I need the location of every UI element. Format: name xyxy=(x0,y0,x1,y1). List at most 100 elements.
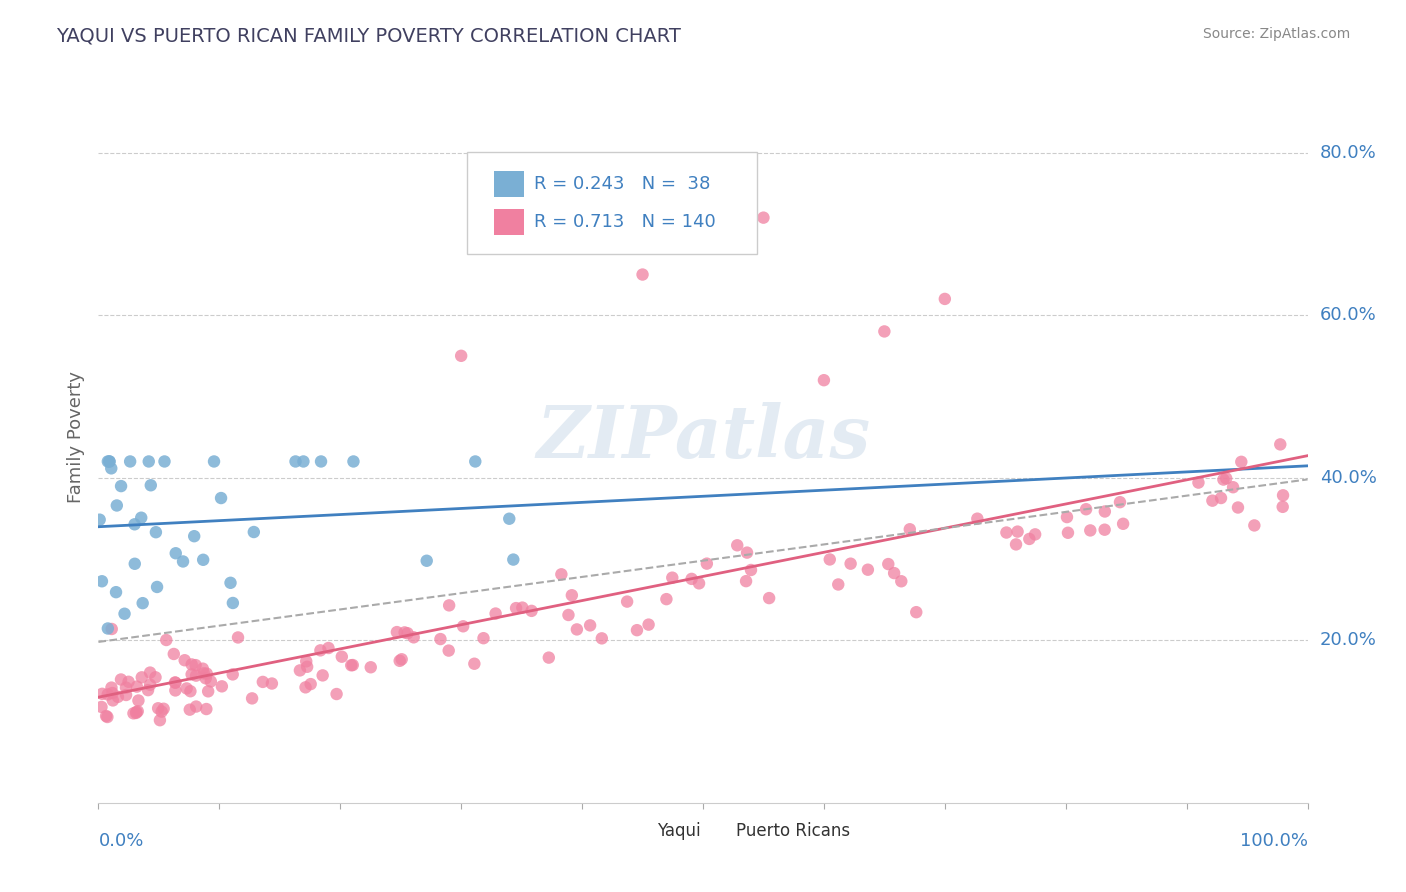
Point xyxy=(222,667,245,681)
Point xyxy=(1271,500,1294,514)
Point xyxy=(184,699,207,714)
Point xyxy=(1270,437,1292,451)
Point xyxy=(688,576,710,591)
Point xyxy=(194,671,217,685)
Point xyxy=(105,499,128,513)
Point xyxy=(110,673,132,687)
Point xyxy=(1018,532,1040,546)
Point xyxy=(97,688,120,702)
Point xyxy=(415,554,437,568)
Point xyxy=(124,557,146,571)
Point xyxy=(681,572,703,586)
Point xyxy=(340,658,363,673)
Point xyxy=(294,681,316,695)
Point xyxy=(498,512,520,526)
Point xyxy=(193,553,215,567)
Point xyxy=(1057,525,1080,540)
Point xyxy=(579,618,602,632)
Point xyxy=(311,668,333,682)
Point xyxy=(124,517,146,532)
Point xyxy=(165,683,187,698)
Point xyxy=(184,668,207,682)
Point xyxy=(396,626,419,640)
Point xyxy=(150,705,173,719)
Point xyxy=(1187,475,1209,490)
Point xyxy=(1212,473,1234,487)
Point xyxy=(219,575,242,590)
Point xyxy=(818,552,841,566)
Point xyxy=(200,674,222,689)
Point xyxy=(146,701,169,715)
Point xyxy=(402,630,425,644)
Point xyxy=(1243,518,1265,533)
Point xyxy=(195,666,218,681)
Point xyxy=(146,580,169,594)
Point xyxy=(127,693,149,707)
Point xyxy=(1272,488,1295,502)
Point xyxy=(484,607,506,621)
Point xyxy=(107,690,129,704)
Text: 40.0%: 40.0% xyxy=(1320,468,1376,487)
Point xyxy=(451,619,474,633)
Point xyxy=(165,546,187,560)
Point xyxy=(309,643,332,657)
FancyBboxPatch shape xyxy=(703,820,730,843)
Point xyxy=(1222,480,1244,494)
Point xyxy=(173,653,195,667)
Point xyxy=(905,605,928,619)
Point xyxy=(211,679,233,693)
Point xyxy=(91,687,114,701)
Point xyxy=(90,574,112,589)
Point xyxy=(1201,493,1223,508)
Point xyxy=(100,461,122,475)
Point xyxy=(318,640,340,655)
Point xyxy=(139,478,162,492)
Point xyxy=(472,631,495,645)
Point xyxy=(136,683,159,698)
Point xyxy=(883,566,905,580)
Point xyxy=(209,491,232,505)
Point xyxy=(184,658,207,673)
Point xyxy=(890,574,912,589)
Point xyxy=(226,631,249,645)
Point xyxy=(115,688,138,702)
Text: Yaqui: Yaqui xyxy=(657,822,700,839)
Point xyxy=(557,607,579,622)
Point xyxy=(120,454,142,468)
Point xyxy=(193,666,215,681)
Point xyxy=(725,538,748,552)
Point xyxy=(437,599,460,613)
Point xyxy=(131,596,153,610)
Point xyxy=(1215,471,1237,485)
Y-axis label: Family Poverty: Family Poverty xyxy=(66,371,84,503)
Point xyxy=(183,529,205,543)
Point xyxy=(1078,524,1101,538)
Point xyxy=(197,684,219,698)
Point xyxy=(1007,524,1029,539)
Point xyxy=(163,647,186,661)
Point xyxy=(565,623,588,637)
Point xyxy=(295,660,318,674)
Point xyxy=(139,678,162,692)
Point xyxy=(752,211,775,225)
Point xyxy=(1094,504,1116,518)
Point xyxy=(179,703,201,717)
Point xyxy=(180,667,202,681)
Point xyxy=(98,454,121,468)
Point xyxy=(98,454,121,468)
Point xyxy=(696,557,718,571)
Point xyxy=(827,577,849,591)
Point xyxy=(463,657,485,671)
FancyBboxPatch shape xyxy=(494,209,524,235)
Point xyxy=(153,454,176,468)
Point xyxy=(101,686,124,700)
Text: 80.0%: 80.0% xyxy=(1320,144,1376,161)
Point xyxy=(385,625,408,640)
Point xyxy=(284,454,307,468)
Point xyxy=(631,268,654,282)
Text: 100.0%: 100.0% xyxy=(1240,832,1308,850)
Point xyxy=(127,704,149,718)
Point xyxy=(1024,527,1046,541)
Point xyxy=(342,658,364,673)
Text: 0.0%: 0.0% xyxy=(98,832,143,850)
